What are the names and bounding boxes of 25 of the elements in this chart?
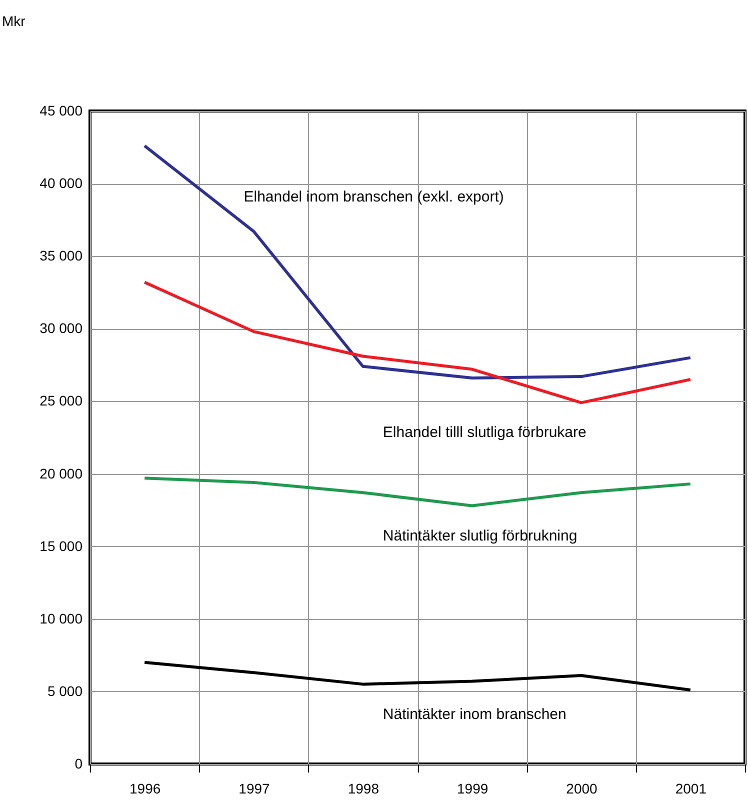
y-tick-label: 15 000 <box>40 538 83 554</box>
x-tick-label: 2001 <box>675 780 707 796</box>
x-tick-label: 1997 <box>238 780 270 796</box>
series-label: Nätintäkter inom branschen <box>382 706 566 724</box>
series-label: Elhandel tilll slutliga förbrukare <box>382 424 586 442</box>
y-tick-label: 5 000 <box>47 682 83 699</box>
y-tick-label: 25 000 <box>40 392 83 409</box>
line-series <box>143 660 692 692</box>
line-series <box>143 280 692 404</box>
x-tick-label: 1998 <box>348 780 380 796</box>
y-tick-label: 30 000 <box>40 320 83 336</box>
x-tick-label: 2000 <box>566 780 598 796</box>
series-label: Elhandel inom branschen (exkl. export) <box>244 188 504 206</box>
x-tick-label: 1999 <box>457 780 488 796</box>
y-tick-label: 0 <box>74 756 83 772</box>
line-series <box>143 476 692 508</box>
y-tick-label: 20 000 <box>40 465 83 482</box>
line-series <box>143 144 692 380</box>
y-tick-label: 40 000 <box>40 175 83 192</box>
text: Mkr <box>2 13 26 29</box>
y-tick-label: 10 000 <box>40 610 83 626</box>
text: Nätintäkter slutlig förbrukning <box>382 528 578 545</box>
y-tick-label: 45 000 <box>40 102 83 118</box>
y-tick-label: 35 000 <box>40 248 83 264</box>
x-tick-label: 1996 <box>130 780 161 796</box>
